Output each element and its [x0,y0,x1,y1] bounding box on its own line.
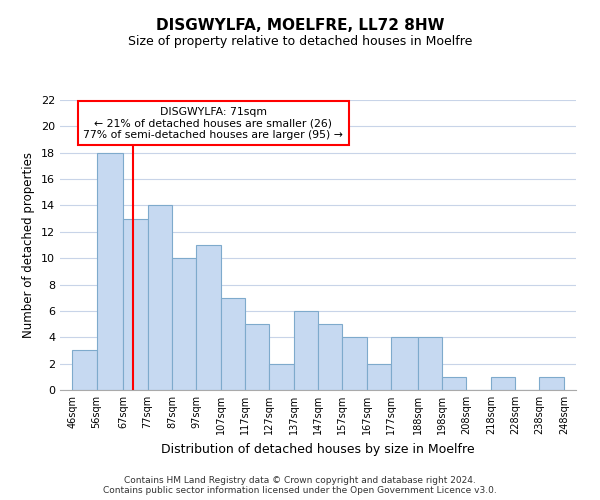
Bar [491,377,515,390]
Bar [318,324,343,390]
Bar [97,152,123,390]
Bar [172,258,196,390]
Text: Contains public sector information licensed under the Open Government Licence v3: Contains public sector information licen… [103,486,497,495]
Text: DISGWYLFA: 71sqm
← 21% of detached houses are smaller (26)
77% of semi-detached : DISGWYLFA: 71sqm ← 21% of detached house… [83,106,343,140]
Y-axis label: Number of detached properties: Number of detached properties [22,152,35,338]
X-axis label: Distribution of detached houses by size in Moelfre: Distribution of detached houses by size … [161,442,475,456]
Bar [418,338,442,390]
Bar [293,311,318,390]
Text: Contains HM Land Registry data © Crown copyright and database right 2024.: Contains HM Land Registry data © Crown c… [124,476,476,485]
Bar [539,377,564,390]
Text: Size of property relative to detached houses in Moelfre: Size of property relative to detached ho… [128,35,472,48]
Bar [245,324,269,390]
Bar [123,218,148,390]
Bar [367,364,391,390]
Bar [196,245,221,390]
Bar [269,364,293,390]
Bar [442,377,466,390]
Text: DISGWYLFA, MOELFRE, LL72 8HW: DISGWYLFA, MOELFRE, LL72 8HW [156,18,444,32]
Bar [391,338,418,390]
Bar [72,350,97,390]
Bar [148,206,172,390]
Bar [221,298,245,390]
Bar [343,338,367,390]
